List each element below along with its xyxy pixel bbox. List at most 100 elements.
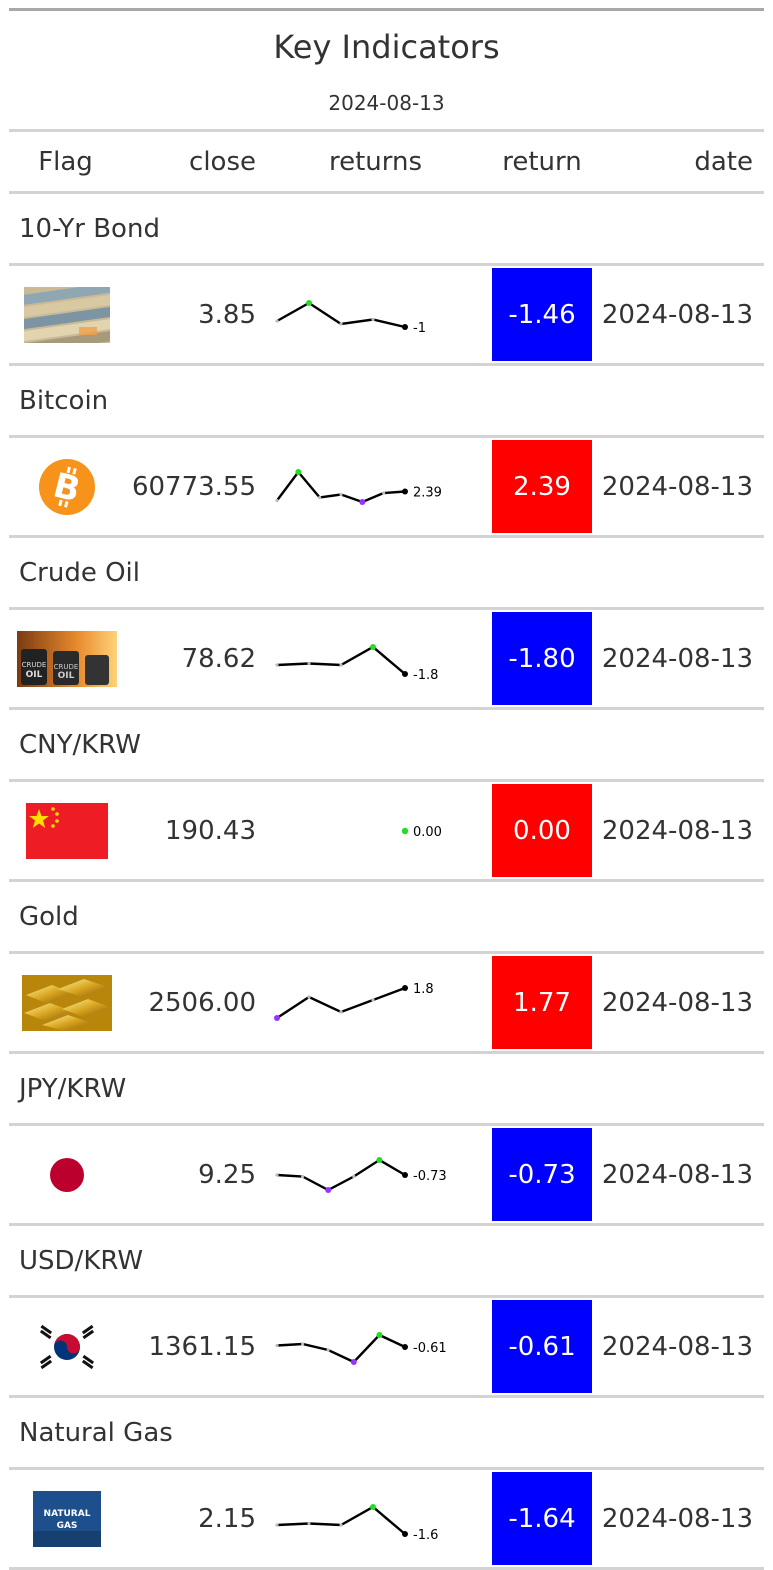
return-cell: 0.00 bbox=[492, 784, 592, 877]
svg-text:NATURAL: NATURAL bbox=[43, 1509, 90, 1519]
close-value: 78.62 bbox=[181, 643, 256, 674]
return-value: -1.64 bbox=[508, 1503, 576, 1534]
svg-text:CRUDE: CRUDE bbox=[53, 663, 78, 671]
table-row: NATURAL GAS 2.15 -1.6 -1.64 2024-08-13 bbox=[9, 1470, 764, 1567]
sparkline-value-label: -1.6 bbox=[413, 1528, 438, 1543]
header-top-rule bbox=[9, 129, 764, 132]
sparkline-point bbox=[275, 663, 279, 667]
row-rule bbox=[9, 363, 764, 366]
group-header: Crude Oil bbox=[9, 538, 764, 607]
close-value: 2.15 bbox=[198, 1503, 256, 1534]
returns-sparkline: -0.73 bbox=[259, 1126, 492, 1223]
row-rule bbox=[9, 1051, 764, 1054]
date-value: 2024-08-13 bbox=[601, 1159, 753, 1190]
sparkline-point bbox=[339, 492, 343, 497]
crude-oil-barrels-icon: CRUDE OIL CRUDE OIL bbox=[9, 630, 122, 687]
sparkline-point bbox=[307, 661, 311, 666]
sparkline-point bbox=[371, 317, 375, 322]
sparkline-chart: 0.00 bbox=[401, 825, 442, 840]
sparkline-max-point bbox=[295, 469, 302, 475]
sparkline-line bbox=[276, 645, 406, 675]
close-value: 60773.55 bbox=[131, 471, 256, 502]
group-header: Gold bbox=[9, 882, 764, 951]
group-rule bbox=[9, 435, 764, 438]
key-indicators-table: Key Indicators 2024-08-13 Flag close ret… bbox=[9, 8, 764, 1570]
sparkline-min-point bbox=[359, 499, 366, 505]
date-value: 2024-08-13 bbox=[601, 471, 753, 502]
column-header-row: Flag close returns return date bbox=[9, 132, 764, 191]
sparkline-max-point bbox=[376, 1157, 383, 1163]
sparkline-last-point bbox=[402, 1172, 408, 1178]
group-label: CNY/KRW bbox=[19, 729, 142, 760]
group-rule bbox=[9, 607, 764, 610]
group-header: CNY/KRW bbox=[9, 710, 764, 779]
table-subtitle: 2024-08-13 bbox=[328, 91, 445, 115]
close-value: 1361.15 bbox=[148, 1331, 256, 1362]
column-header-return: return bbox=[502, 146, 582, 177]
bitcoin-icon: B bbox=[9, 458, 122, 516]
sparkline-chart: -1 bbox=[275, 300, 426, 336]
returns-sparkline: 0.00 bbox=[259, 782, 492, 879]
sparkline-point bbox=[301, 1342, 305, 1346]
group-rule bbox=[9, 1467, 764, 1470]
group-rule bbox=[9, 1123, 764, 1126]
header-bottom-rule bbox=[9, 191, 764, 194]
sparkline-point bbox=[275, 319, 279, 323]
table-row: CRUDE OIL CRUDE OIL 78.62 -1.8 -1.80 202… bbox=[9, 610, 764, 707]
close-value: 190.43 bbox=[165, 815, 256, 846]
sparkline-point bbox=[275, 1523, 279, 1527]
sparkline-point bbox=[301, 1174, 305, 1179]
sparkline-last-point bbox=[402, 671, 408, 677]
sparkline-max-point bbox=[370, 644, 376, 650]
svg-text:CRUDE: CRUDE bbox=[21, 661, 46, 669]
sparkline-point bbox=[339, 663, 343, 667]
sparkline-value-label: -1 bbox=[413, 321, 426, 336]
table-row: 9.25 -0.73 -0.73 2024-08-13 bbox=[9, 1126, 764, 1223]
group-label: Bitcoin bbox=[19, 385, 109, 416]
sparkline-chart: 1.8 bbox=[274, 982, 434, 1021]
sparkline-point bbox=[318, 495, 322, 500]
sparkline-min-point bbox=[325, 1187, 332, 1193]
date-value: 2024-08-13 bbox=[601, 987, 753, 1018]
sparkline-value-label: -1.8 bbox=[413, 668, 438, 683]
return-value: -1.46 bbox=[508, 299, 576, 330]
sparkline-value-label: 2.39 bbox=[413, 486, 442, 501]
return-value: -0.73 bbox=[508, 1159, 576, 1190]
date-value: 2024-08-13 bbox=[601, 1331, 753, 1362]
gold-bars-icon bbox=[9, 974, 122, 1031]
return-cell: 2.39 bbox=[492, 440, 592, 533]
sparkline-line bbox=[276, 1333, 406, 1364]
sparkline-value-label: -0.73 bbox=[413, 1169, 447, 1184]
close-value: 9.25 bbox=[198, 1159, 256, 1190]
bond-banknotes-icon bbox=[9, 286, 122, 343]
top-border bbox=[9, 8, 764, 11]
table-body: 10-Yr Bond 3.85 -1 -1.46 2024-08-13 Bitc… bbox=[9, 194, 764, 1570]
return-value: 1.77 bbox=[513, 987, 571, 1018]
japan-flag-icon bbox=[9, 1155, 122, 1195]
date-value: 2024-08-13 bbox=[601, 815, 753, 846]
sparkline-point bbox=[307, 995, 311, 999]
group-header: JPY/KRW bbox=[9, 1054, 764, 1123]
row-rule bbox=[9, 707, 764, 710]
sparkline-point bbox=[275, 1173, 279, 1177]
sparkline-min-point bbox=[350, 1359, 357, 1365]
svg-text:OIL: OIL bbox=[25, 670, 42, 680]
sparkline-point bbox=[307, 1521, 311, 1526]
korea-flag-icon bbox=[9, 1322, 122, 1372]
sparkline-value-label: 0.00 bbox=[413, 825, 442, 840]
svg-text:GAS: GAS bbox=[56, 1521, 77, 1531]
sparkline-point bbox=[339, 1523, 343, 1527]
group-rule bbox=[9, 951, 764, 954]
sparkline-chart: -0.61 bbox=[275, 1332, 447, 1365]
close-value: 2506.00 bbox=[148, 987, 256, 1018]
returns-sparkline: 1.8 bbox=[259, 954, 492, 1051]
group-rule bbox=[9, 263, 764, 266]
sparkline-chart: -0.73 bbox=[275, 1157, 447, 1193]
close-value: 3.85 bbox=[198, 299, 256, 330]
return-cell: -1.80 bbox=[492, 612, 592, 705]
svg-text:OIL: OIL bbox=[57, 671, 74, 681]
column-header-close: close bbox=[189, 146, 256, 177]
return-value: 0.00 bbox=[513, 815, 571, 846]
returns-sparkline: -1 bbox=[259, 266, 492, 363]
sparkline-point bbox=[371, 998, 375, 1002]
